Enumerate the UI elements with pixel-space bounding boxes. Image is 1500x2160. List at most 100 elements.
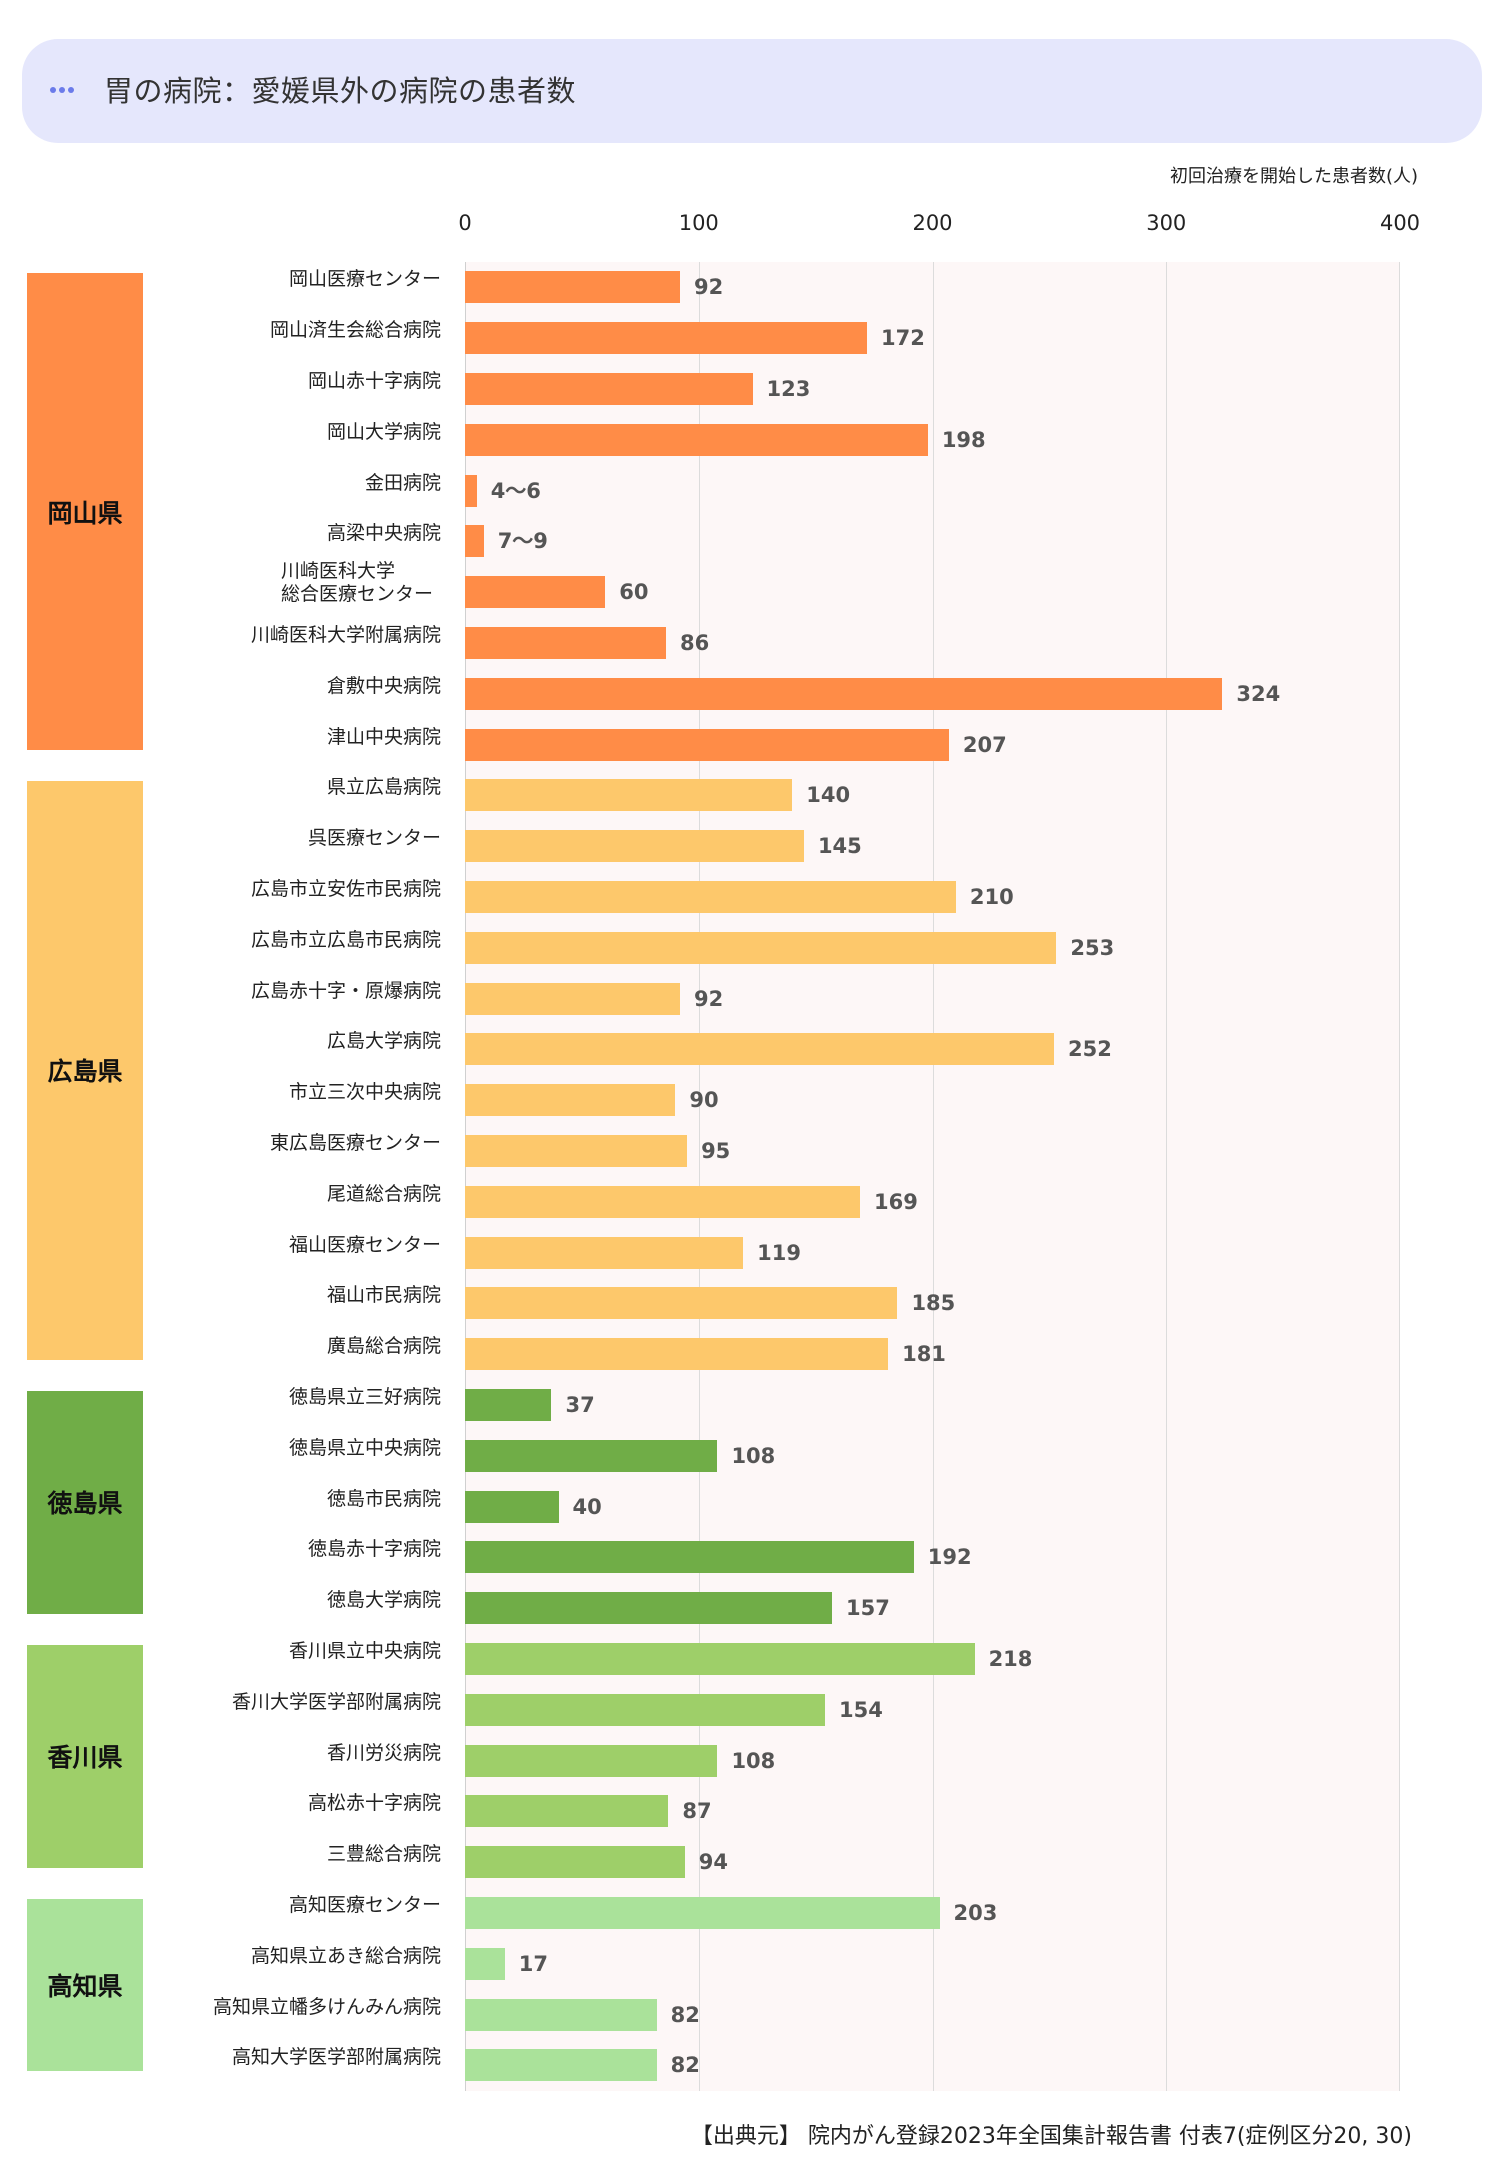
bar[interactable] xyxy=(465,1896,940,1929)
bar[interactable] xyxy=(465,931,1057,964)
bar[interactable] xyxy=(465,982,681,1015)
bar[interactable] xyxy=(465,576,606,609)
hospital-label: 廣島総合病院 xyxy=(326,1335,441,1358)
source-note: 【出典元】 院内がん登録2023年全国集計報告書 付表7(症例区分20, 30) xyxy=(690,2124,1412,2149)
value-label: 119 xyxy=(757,1240,801,1265)
value-label: 252 xyxy=(1068,1037,1112,1062)
bar[interactable] xyxy=(465,1388,552,1421)
value-label: 94 xyxy=(698,1850,728,1875)
bar[interactable] xyxy=(465,1541,914,1574)
bar[interactable] xyxy=(465,1592,832,1625)
hospital-label: 高梁中央病院 xyxy=(326,522,441,545)
value-label: 108 xyxy=(731,1748,776,1773)
value-label: 123 xyxy=(766,376,811,401)
bar[interactable] xyxy=(465,1185,861,1218)
hospital-label: 徳島県立三好病院 xyxy=(288,1385,441,1408)
bar[interactable] xyxy=(465,1744,718,1777)
bar[interactable] xyxy=(465,372,753,405)
hospital-label: 福山医療センター xyxy=(288,1233,441,1256)
hospital-label: 広島大学病院 xyxy=(326,1030,441,1053)
prefecture-block: 高知県 xyxy=(27,1898,143,2071)
value-label: 82 xyxy=(670,2053,700,2078)
x-tick-label: 0 xyxy=(458,211,472,235)
ellipsis-icon xyxy=(50,87,74,93)
hospital-label: 東広島医療センター xyxy=(269,1131,441,1154)
hospital-label: 徳島市民病院 xyxy=(326,1487,441,1510)
hospital-label: 高松赤十字病院 xyxy=(307,1792,441,1815)
value-label: 140 xyxy=(806,783,851,808)
gridline xyxy=(1166,262,1168,2091)
value-label: 60 xyxy=(619,580,649,605)
bar[interactable] xyxy=(465,677,1223,710)
value-label: 90 xyxy=(689,1088,719,1113)
plot-area xyxy=(465,262,1400,2091)
hospital-label: 徳島赤十字病院 xyxy=(307,1538,441,1561)
bar[interactable] xyxy=(465,1033,1055,1066)
hospital-label: 岡山赤十字病院 xyxy=(307,369,441,392)
x-tick-label: 300 xyxy=(1146,211,1187,235)
value-label: 82 xyxy=(670,2002,700,2027)
value-label: 92 xyxy=(694,986,724,1011)
hospital-label: 広島市立広島市民病院 xyxy=(250,928,441,951)
bar[interactable] xyxy=(465,474,477,507)
hospital-label: 徳島大学病院 xyxy=(326,1589,441,1612)
hospital-label: 呉医療センター xyxy=(307,827,441,850)
hospital-label: 市立三次中央病院 xyxy=(288,1081,441,1104)
value-label: 87 xyxy=(682,1799,712,1824)
bar[interactable] xyxy=(465,423,928,456)
bar[interactable] xyxy=(465,728,949,761)
value-label: 108 xyxy=(731,1443,776,1468)
bar[interactable] xyxy=(465,626,667,659)
value-label: 324 xyxy=(1236,681,1281,706)
chart-title: 胃の病院：愛媛県外の病院の患者数 xyxy=(104,74,577,108)
hospital-label: 倉敷中央病院 xyxy=(326,674,441,697)
hospital-label-line1: 川崎医科大学 xyxy=(280,560,395,583)
bar[interactable] xyxy=(465,2049,657,2082)
value-label: 192 xyxy=(927,1545,972,1570)
hospital-label: 福山市民病院 xyxy=(326,1284,441,1307)
bar[interactable] xyxy=(465,880,956,913)
bar[interactable] xyxy=(465,1439,718,1472)
bar[interactable] xyxy=(465,1134,688,1167)
bar[interactable] xyxy=(465,1084,676,1117)
prefecture-label: 徳島県 xyxy=(47,1489,123,1519)
hospital-label: 尾道総合病院 xyxy=(326,1182,441,1205)
bar[interactable] xyxy=(465,271,681,304)
bar[interactable] xyxy=(465,1287,898,1320)
x-tick-label: 100 xyxy=(678,211,719,235)
value-label: 154 xyxy=(838,1697,883,1722)
bar[interactable] xyxy=(465,1236,744,1269)
hospital-label: 岡山医療センター xyxy=(288,268,441,291)
prefecture-block: 徳島県 xyxy=(27,1390,143,1614)
value-label: 181 xyxy=(902,1342,946,1367)
bar[interactable] xyxy=(465,779,793,812)
prefecture-label: 広島県 xyxy=(47,1057,123,1087)
value-label: 92 xyxy=(694,275,724,300)
hospital-label-line2: 総合医療センター xyxy=(280,583,433,606)
bar[interactable] xyxy=(465,830,804,863)
bar[interactable] xyxy=(465,1846,685,1879)
value-label: 207 xyxy=(962,732,1007,757)
bar[interactable] xyxy=(465,1338,889,1371)
value-label: 157 xyxy=(845,1596,890,1621)
value-label: 4〜6 xyxy=(490,478,541,503)
bar[interactable] xyxy=(465,1795,669,1828)
bar[interactable] xyxy=(465,322,868,355)
value-label: 218 xyxy=(988,1646,1033,1671)
value-label: 172 xyxy=(881,326,925,351)
bar[interactable] xyxy=(465,1947,505,1980)
bar[interactable] xyxy=(465,1998,657,2031)
bar[interactable] xyxy=(465,525,484,558)
hospital-label: 広島赤十字・原爆病院 xyxy=(250,979,441,1002)
value-label: 169 xyxy=(874,1189,918,1214)
value-label: 185 xyxy=(911,1291,956,1316)
hospital-label: 金田病院 xyxy=(364,471,441,494)
value-label: 40 xyxy=(572,1494,602,1519)
hospital-label: 岡山大学病院 xyxy=(326,420,441,443)
bar[interactable] xyxy=(465,1642,975,1675)
bar[interactable] xyxy=(465,1490,559,1523)
gridline xyxy=(698,262,700,2091)
value-label: 203 xyxy=(953,1900,998,1925)
bar[interactable] xyxy=(465,1693,825,1726)
hospital-label: 岡山済生会総合病院 xyxy=(269,319,441,342)
